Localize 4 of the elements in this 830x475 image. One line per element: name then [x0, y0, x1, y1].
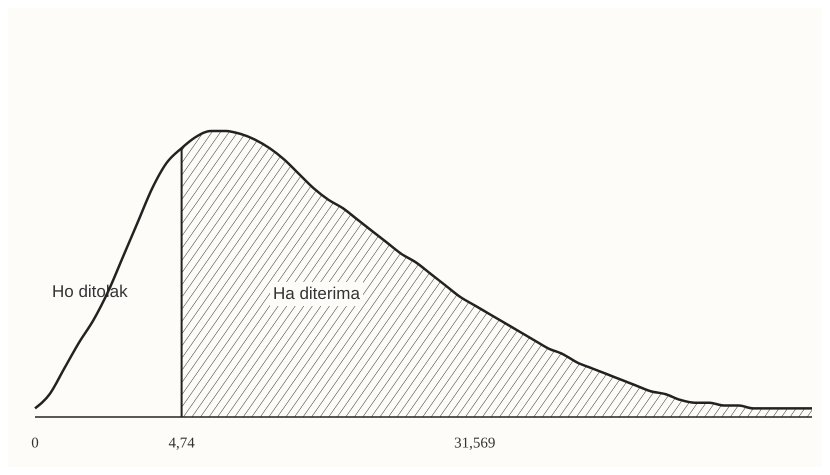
annotation: Ha diterima: [270, 282, 363, 306]
x-tick-label: 4,74: [168, 436, 196, 452]
x-tick-label: 31,569: [454, 436, 496, 452]
x-tick-label: 0: [31, 436, 39, 452]
